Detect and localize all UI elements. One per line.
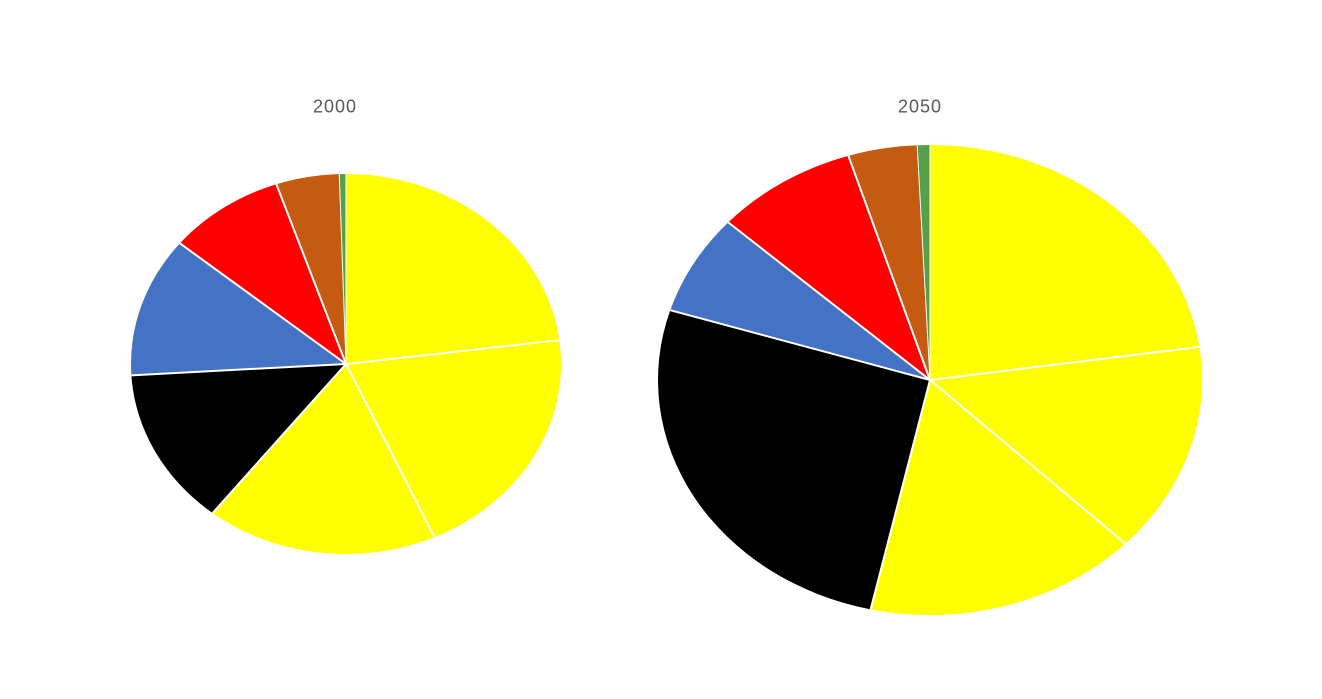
pie-2050-slice-yellow-3 [870, 380, 1126, 615]
pie-2000-slice-blue [130, 243, 346, 376]
pie-title-2000: 2000 [312, 96, 358, 117]
pie-2050-divider-blue [670, 309, 931, 381]
pie-2000-divider-red [179, 242, 347, 365]
pie-2000-divider-yellow-3 [345, 363, 436, 538]
pie-2000-divider-green [338, 174, 347, 365]
pie-2050-divider-brown [847, 155, 931, 381]
pie-2050-divider-yellow-3 [929, 379, 1126, 545]
pie-2050-divider-yellow-2 [929, 345, 1200, 381]
pie-2000-divider-blue [131, 363, 347, 377]
pie-2050-slice-yellow-1 [930, 145, 1200, 380]
pie-2000-slice-yellow-1 [346, 174, 560, 364]
pie-2050-slice-yellow-2 [930, 346, 1203, 544]
pie-2000-slice-yellow-2 [346, 340, 561, 538]
pie-2050 [658, 145, 1203, 615]
pie-2050-divider-green [916, 145, 931, 381]
pie-2050-divider-red [727, 221, 931, 381]
pie-2000-slice-black [131, 364, 346, 514]
pie-title-2050: 2050 [897, 96, 943, 117]
pie-2050-slice-black [658, 310, 930, 610]
pie-2000-divider-black [211, 363, 347, 514]
pie-2000-divider-yellow-2 [345, 339, 560, 365]
pie-2050-divider-black [869, 379, 931, 610]
pie-2050-slice-red [728, 155, 930, 380]
pie-2000-divider-brown [275, 183, 347, 365]
pie-2000-slice-yellow-3 [212, 364, 435, 555]
pie-2000 [130, 173, 561, 555]
pie-2050-slice-blue [670, 222, 930, 380]
pie-2000-slice-red [179, 184, 346, 364]
